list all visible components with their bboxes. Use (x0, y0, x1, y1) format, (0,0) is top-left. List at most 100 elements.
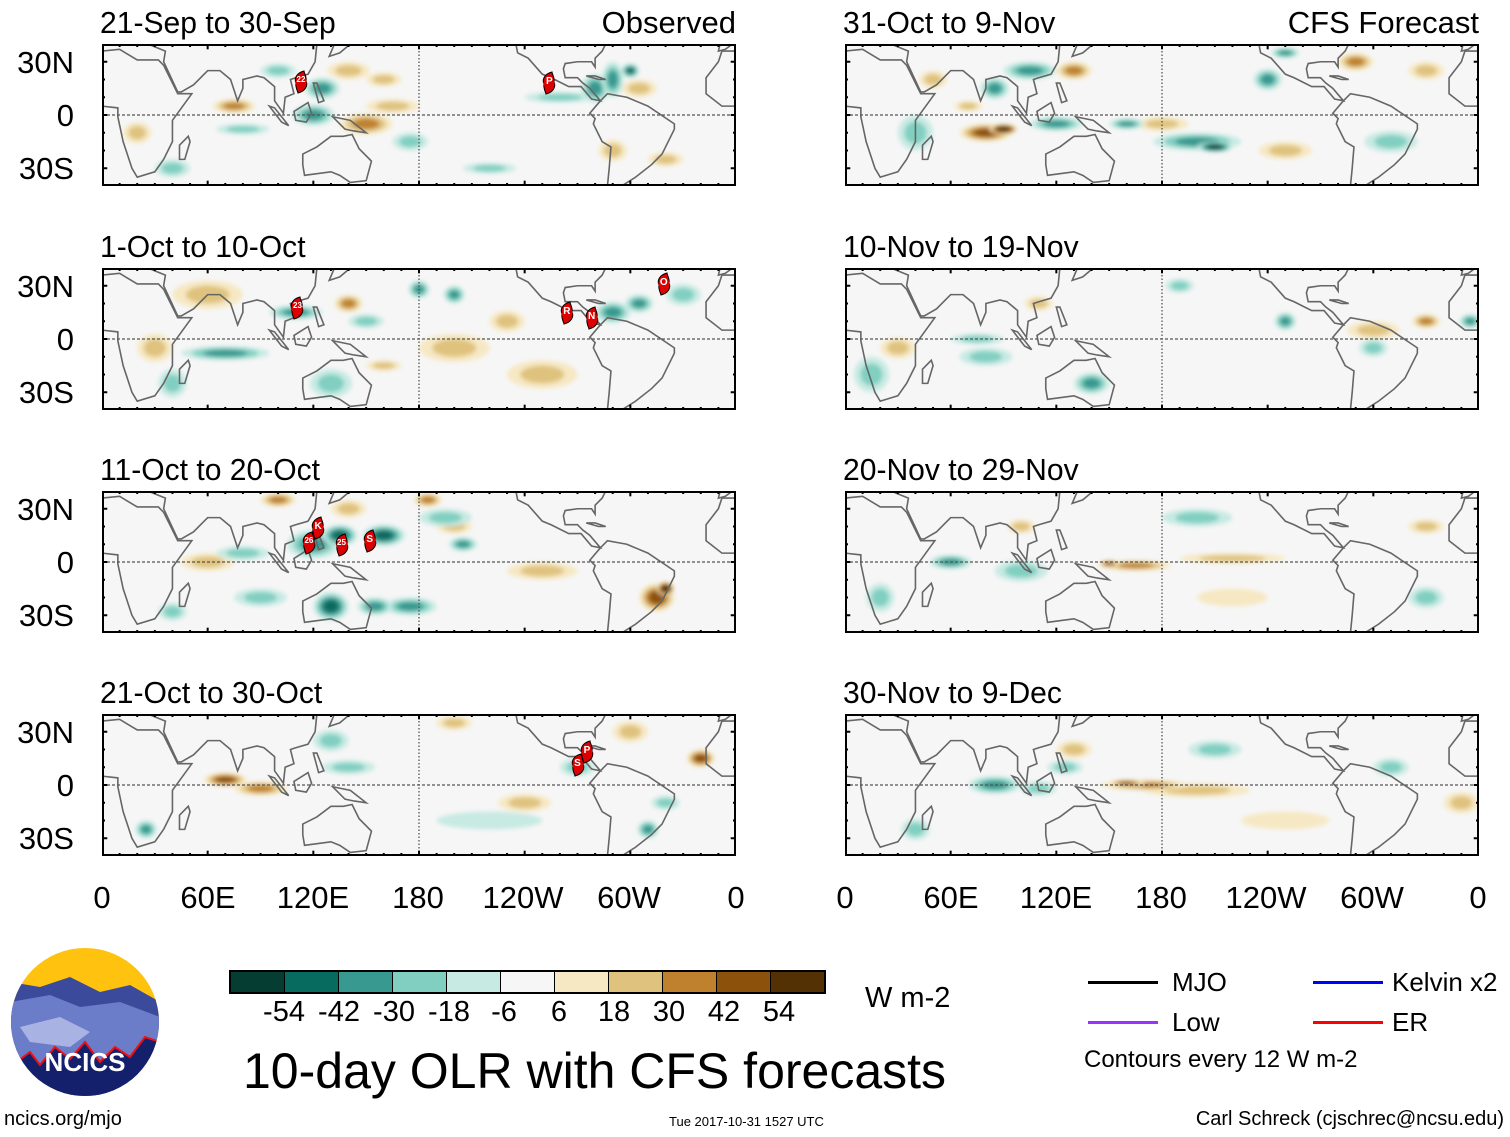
ncics-logo[interactable]: NCICS (10, 947, 160, 1097)
olr-anomaly (520, 565, 565, 577)
olr-anomaly (607, 70, 619, 89)
coastline (1072, 268, 1093, 280)
tropical-cyclone-icon[interactable]: 25 (333, 533, 351, 557)
coastline (1329, 523, 1348, 527)
coastline (1056, 307, 1067, 327)
coastline (313, 307, 324, 327)
olr-anomaly (1415, 590, 1438, 605)
storm-label: 26 (304, 536, 314, 546)
coastline (1037, 103, 1055, 123)
map-panel (845, 714, 1479, 856)
coastline (1329, 76, 1348, 80)
mjo-legend-label: MJO (1172, 967, 1227, 997)
olr-anomaly (1117, 121, 1136, 127)
olr-anomaly (1164, 785, 1231, 795)
coastline (1333, 94, 1418, 186)
coastline (590, 541, 675, 633)
coastline (269, 553, 288, 573)
panel-title: 10-Nov to 19-Nov (843, 229, 1079, 264)
storm-label: P (545, 76, 553, 88)
kelvin-legend-label: Kelvin x2 (1392, 967, 1498, 997)
lat-label: 30N (17, 269, 74, 304)
coastline (1076, 341, 1109, 357)
olr-anomaly (1374, 134, 1408, 149)
colorbar-swatch (501, 972, 555, 992)
panel-title: 31-Oct to 9-Nov (843, 5, 1056, 40)
coastline (586, 300, 605, 304)
coastline (269, 106, 288, 126)
map-panel (845, 268, 1479, 410)
olr-anomaly (443, 718, 466, 728)
logo-graphic: NCICS (11, 948, 159, 1096)
coastline (590, 764, 675, 856)
colorbar-swatch (447, 972, 501, 992)
colorbar-swatch (339, 972, 393, 992)
coastline (303, 359, 372, 407)
coastline (1046, 135, 1115, 183)
storm-label: S (574, 758, 581, 770)
olr-anomaly (455, 540, 471, 548)
tropical-cyclone-icon[interactable]: 26 (300, 531, 318, 555)
olr-anomaly (1279, 316, 1291, 326)
tropical-cyclone-icon[interactable]: N (583, 306, 601, 330)
olr-anomaly (319, 733, 342, 748)
storm-label: N (587, 310, 596, 322)
olr-anomaly (694, 754, 707, 763)
coastline (148, 714, 317, 783)
tropical-cyclone-icon[interactable]: S (569, 753, 587, 778)
coastline (333, 117, 366, 133)
coastline (1046, 582, 1115, 630)
tropical-cyclone-icon[interactable]: O (655, 272, 673, 296)
olr-anomaly (1278, 50, 1293, 56)
tropical-cyclone-icon[interactable]: R (558, 301, 576, 325)
olr-map (102, 714, 736, 856)
coastline (1076, 564, 1109, 580)
coastline (586, 523, 605, 527)
colorbar-tick-label: -54 (263, 996, 305, 1028)
website-link[interactable]: ncics.org/mjo (4, 1108, 122, 1130)
olr-anomaly (432, 339, 477, 357)
coastline (102, 273, 192, 401)
coastline (891, 44, 1060, 113)
lon-label: 120E (276, 880, 350, 915)
forecast-label: CFS Forecast (1287, 5, 1479, 40)
coastline (1072, 44, 1093, 56)
olr-anomaly (1356, 324, 1390, 336)
coastline (845, 719, 935, 847)
coastline (922, 360, 933, 383)
tropical-cyclone-icon[interactable]: S (361, 529, 379, 553)
low-legend-line (1088, 1021, 1158, 1024)
olr-anomaly (969, 351, 1003, 363)
coastline (891, 491, 1060, 560)
olr-anomaly (1241, 811, 1330, 830)
tropical-cyclone-icon[interactable]: P (540, 71, 558, 95)
olr-anomaly (1415, 65, 1438, 77)
colorbar-tick-label: -6 (491, 996, 517, 1028)
olr-anomaly (603, 307, 622, 318)
coastline (303, 582, 372, 630)
coastline (269, 776, 288, 796)
figure-title: 10-day OLR with CFS forecasts (243, 1043, 947, 1099)
olr-anomaly (1268, 144, 1302, 157)
olr-anomaly (247, 785, 274, 793)
coastline (313, 753, 324, 773)
olr-anomaly (537, 93, 582, 101)
map-panel (845, 44, 1479, 186)
tropical-cyclone-icon[interactable]: 23 (288, 296, 306, 320)
colorbar (229, 970, 826, 994)
olr-anomaly (163, 374, 182, 393)
coastline (329, 714, 350, 726)
colorbar-tick-label: 30 (652, 996, 686, 1028)
olr-anomaly (1346, 57, 1365, 67)
tropical-cyclone-icon[interactable]: 22 (292, 70, 310, 94)
coastline (1012, 553, 1031, 573)
panel-title: 1-Oct to 10-Oct (100, 229, 306, 264)
map-panel (845, 491, 1479, 633)
tropical-cyclone-icon[interactable]: P (578, 740, 596, 764)
colorbar-tick-label: 54 (762, 996, 796, 1028)
lat-label: 30S (18, 821, 74, 856)
lon-label: 120E (1019, 880, 1093, 915)
tropical-cyclone-icon[interactable]: K (309, 516, 327, 540)
olr-anomaly (1119, 781, 1135, 785)
olr-anomaly (1004, 564, 1038, 578)
